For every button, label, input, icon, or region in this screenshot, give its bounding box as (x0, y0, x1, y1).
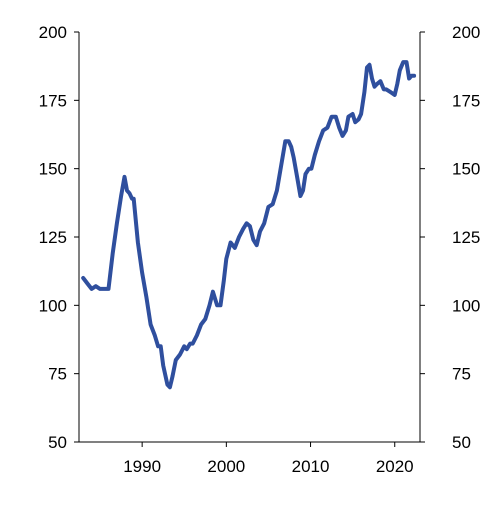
x-tick-label: 1990 (123, 457, 161, 476)
y-axis-right-ticks: 50 75 100 125 150 175 200 (420, 23, 480, 452)
x-tick-label: 2010 (292, 457, 330, 476)
y-axis-left-ticks: 50 75 100 125 150 175 200 (39, 23, 79, 452)
y-tick-label-right: 125 (452, 228, 480, 247)
x-tick-label: 2020 (376, 457, 414, 476)
y-tick-label-right: 50 (452, 433, 471, 452)
y-tick-label-left: 175 (39, 91, 67, 110)
y-tick-label-left: 50 (48, 433, 67, 452)
y-tick-label-right: 100 (452, 296, 480, 315)
y-tick-label-left: 75 (48, 365, 67, 384)
y-tick-label-left: 150 (39, 160, 67, 179)
series-group (81, 60, 417, 390)
x-tick-label: 2000 (207, 457, 245, 476)
y-tick-label-left: 125 (39, 228, 67, 247)
y-tick-label-left: 100 (39, 296, 67, 315)
x-axis-ticks: 1990 2000 2010 2020 (123, 442, 414, 476)
y-tick-label-right: 150 (452, 160, 480, 179)
series-line (81, 60, 417, 390)
y-tick-label-right: 75 (452, 365, 471, 384)
y-tick-label-right: 175 (452, 91, 480, 110)
axes (78, 32, 421, 443)
y-tick-label-left: 200 (39, 23, 67, 42)
y-tick-label-right: 200 (452, 23, 480, 42)
